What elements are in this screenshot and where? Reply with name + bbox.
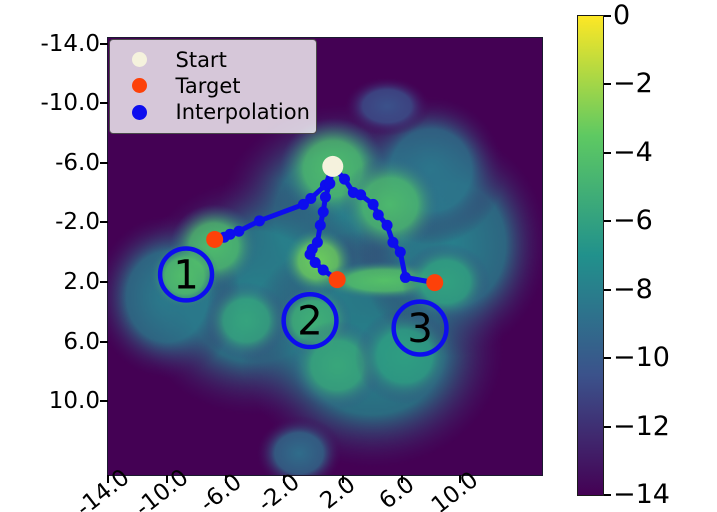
y-tick-label--6.0: -6.0: [55, 149, 100, 176]
x-tick-label--6.0: -6.0: [194, 468, 247, 512]
y-tickmark: [100, 280, 108, 283]
x-tickmark: [107, 475, 110, 483]
y-tick-label-2.0: 2.0: [63, 268, 100, 295]
colorbar-tickmark: [604, 151, 611, 154]
legend-label-target: Target: [175, 73, 241, 98]
colorbar-label-−4: −4: [613, 136, 653, 168]
x-tickmark: [400, 475, 403, 483]
y-tickmark: [100, 221, 108, 224]
legend: Start Target Interpolation: [108, 38, 317, 134]
x-tickmark: [224, 475, 227, 483]
colorbar-label-−2: −2: [613, 68, 653, 100]
colorbar-label-0: 0: [613, 0, 631, 31]
y-tickmark: [100, 42, 108, 45]
colorbar-label-−12: −12: [613, 410, 670, 442]
legend-label-interpolation: Interpolation: [175, 100, 310, 125]
start-marker-icon: [131, 52, 147, 68]
colorbar-tickmark: [604, 83, 611, 86]
colorbar: [577, 15, 604, 496]
x-tick-label-6.0: 6.0: [374, 471, 420, 512]
y-tickmark: [100, 400, 108, 403]
legend-label-start: Start: [175, 47, 227, 72]
colorbar-label-−6: −6: [613, 205, 653, 237]
x-tickmark: [459, 475, 462, 483]
colorbar-tickmark: [604, 288, 611, 291]
y-tick-label-6.0: 6.0: [63, 328, 100, 355]
colorbar-tickmark: [604, 494, 611, 496]
colorbar-tickmark: [604, 357, 611, 360]
y-tickmark: [100, 161, 108, 164]
y-tick-label-10.0: 10.0: [48, 388, 100, 415]
colorbar-label-−14: −14: [613, 479, 670, 510]
legend-item-start: Start: [131, 47, 302, 73]
y-tick-label--2.0: -2.0: [55, 209, 100, 236]
x-tickmark: [342, 475, 345, 483]
colorbar-label-−8: −8: [613, 273, 653, 305]
colorbar-label-−10: −10: [613, 342, 670, 374]
colorbar-tickmark: [604, 15, 611, 17]
x-tickmark: [283, 475, 286, 483]
x-tick-label-2.0: 2.0: [315, 471, 361, 512]
y-tick-label--14.0: -14.0: [40, 30, 100, 57]
y-tickmark: [100, 340, 108, 343]
y-tickmark: [100, 102, 108, 105]
target-marker-icon: [131, 78, 147, 94]
interpolation-marker-icon: [131, 104, 147, 120]
x-tick-label--2.0: -2.0: [253, 468, 306, 512]
colorbar-tickmark: [604, 220, 611, 223]
legend-item-interpolation: Interpolation: [131, 99, 310, 125]
legend-item-target: Target: [131, 73, 302, 99]
colorbar-tickmark: [604, 425, 611, 428]
x-tickmark: [165, 475, 168, 483]
y-tick-label--10.0: -10.0: [40, 90, 100, 117]
